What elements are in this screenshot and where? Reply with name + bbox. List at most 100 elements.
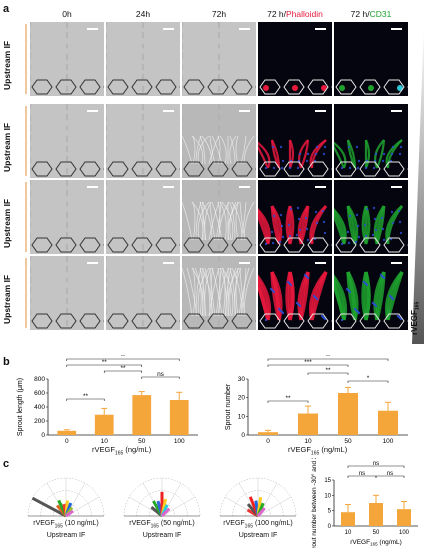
- y-tick-label: 800: [34, 376, 45, 383]
- polar-caption-100-line1: rVEGF165 (100 ng/mL): [210, 519, 306, 531]
- x-tick-label: 0: [266, 438, 270, 445]
- sprout-angle-chart: 0 5 10 15 Sprout number between -30° and 30°…: [310, 458, 418, 548]
- column-header-cd31: 72 h/CD31: [334, 9, 408, 19]
- sprout-length-chart: 0 200 400 600 800 Sprout length (μm) 0 10 50 100 *…: [17, 355, 198, 445]
- y-axis-label: Sprout length (μm): [17, 378, 24, 436]
- significance-label: **: [285, 395, 291, 402]
- significance-bracket: [66, 398, 105, 401]
- column-header-24h: 24h: [135, 9, 151, 19]
- significance-label: **: [83, 393, 89, 400]
- y-tick-label: 5: [328, 509, 332, 515]
- y-tick-label: 15: [324, 478, 331, 484]
- row-bracket-4: [25, 258, 27, 328]
- scale-bar: [239, 262, 250, 264]
- polar-ray: [256, 507, 266, 517]
- polar-ring: [219, 477, 297, 517]
- panel-a-letter: a: [3, 3, 10, 15]
- significance-label: **: [120, 355, 126, 360]
- scale-bar: [391, 28, 402, 30]
- x-tick-label: 10: [304, 438, 312, 445]
- x-tick-label: 100: [383, 438, 394, 445]
- scale-bar: [391, 186, 402, 188]
- significance-bracket: [267, 400, 309, 403]
- x-tick-label: 100: [399, 530, 410, 536]
- polar-caption-10-sub: 165: [54, 523, 63, 530]
- x-label-sub: 165: [114, 450, 124, 457]
- polar-caption-50-pre: rVEGF: [129, 520, 151, 527]
- scale-bar: [315, 186, 326, 188]
- significance-label: **: [102, 359, 108, 366]
- x-label-pre: rVEGF: [92, 445, 115, 454]
- micrograph-r3-c5: [334, 180, 408, 254]
- micrograph-r4-c3: [182, 256, 256, 330]
- scale-bar: [163, 262, 174, 264]
- x-tick-label: 50: [138, 438, 146, 445]
- micrograph-r4-c1: [30, 256, 104, 330]
- bar-10: [341, 512, 355, 526]
- significance-label: ns: [157, 371, 165, 378]
- significance-label: ns: [387, 471, 393, 477]
- x-tick-label: 50: [373, 530, 380, 536]
- scale-bar: [315, 262, 326, 264]
- significance-label: ns: [359, 471, 365, 477]
- bar-0: [57, 430, 77, 435]
- significance-bracket: [375, 475, 405, 478]
- y-tick-label: 10: [324, 493, 331, 499]
- polar-caption-50-line1: rVEGF165 (50 ng/mL): [114, 519, 210, 531]
- polar-plot-100: [219, 477, 297, 518]
- y-tick-label: 0: [241, 432, 245, 439]
- bar-0: [258, 432, 278, 435]
- y-tick-label: 0: [328, 524, 332, 530]
- significance-label: *: [367, 375, 370, 382]
- polar-ray: [31, 496, 67, 518]
- significance-bracket: [347, 465, 405, 468]
- rvegf-gradient-label-text: rVEGF: [410, 310, 419, 335]
- bar-50: [132, 395, 152, 435]
- micrograph-r1-c5: [334, 22, 408, 96]
- y-axis-label: Sprout number between -30° and 30°: [310, 458, 318, 548]
- micrograph-r3-c3: [182, 180, 256, 254]
- polar-caption-100-line2: Upstream IF: [238, 532, 278, 540]
- polar-caption-10-line1: rVEGF165 (10 ng/mL): [18, 519, 114, 531]
- polar-caption-50: rVEGF165 (50 ng/mL) Upstream IF: [114, 519, 210, 540]
- scale-bar: [391, 262, 402, 264]
- bar-100: [397, 509, 411, 526]
- micrograph-r2-c4: [258, 104, 332, 178]
- polar-caption-100-post: (100 ng/mL): [253, 520, 293, 527]
- x-label-post: (ng/mL): [319, 445, 348, 454]
- micrograph-r2-c5: [334, 104, 408, 178]
- polar-spoke: [161, 496, 196, 517]
- column-header-0h: 0h: [62, 9, 72, 19]
- significance-bracket: [66, 358, 180, 361]
- polar-caption-100-pre: rVEGF: [223, 520, 245, 527]
- panel-b-x-label-2: rVEGF165 (ng/mL): [288, 445, 347, 457]
- x-tick-label: 50: [344, 438, 352, 445]
- micrograph-r2-c2: [106, 104, 180, 178]
- column-header-72h-prefix-2: 72 h/: [350, 9, 370, 19]
- x-tick-label: 10: [345, 530, 352, 536]
- significance-bracket: [103, 370, 143, 373]
- y-tick-label: 600: [34, 390, 45, 397]
- y-tick-label: 200: [34, 418, 45, 425]
- x-label-sub: 165: [310, 450, 320, 457]
- scale-bar: [315, 110, 326, 112]
- polar-caption-50-post: (50 ng/mL): [158, 520, 195, 527]
- polar-caption-10-line2: Upstream IF: [46, 532, 86, 540]
- significance-label: **: [325, 367, 331, 374]
- row-label-4: Upstream IF: [2, 274, 12, 324]
- micrograph-r4-c4: [258, 256, 332, 330]
- row-bracket-3: [25, 182, 27, 252]
- x-tick-label: 100: [174, 438, 185, 445]
- row-label-3: Upstream IF: [2, 198, 12, 248]
- scale-bar: [87, 186, 98, 188]
- polar-caption-10-pre: rVEGF: [33, 520, 55, 527]
- bar-100: [378, 410, 398, 435]
- rvegf-gradient-wedge: [412, 22, 424, 344]
- y-axis-label: Sprout number: [225, 383, 232, 430]
- micrograph-r1-c3: [182, 22, 256, 96]
- significance-bracket: [66, 364, 143, 367]
- significance-bracket: [267, 358, 389, 361]
- micrograph-r2-c1: [30, 104, 104, 178]
- bar-10: [94, 414, 114, 435]
